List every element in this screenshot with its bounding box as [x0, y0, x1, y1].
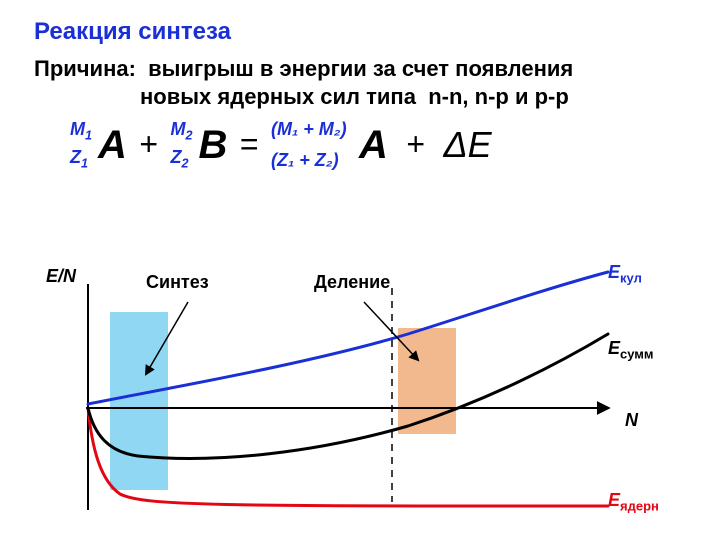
nuclide-a: M1 Z1 A: [70, 125, 127, 165]
reason-line-2: новых ядерных сил типа n-n, n-p и p-p: [34, 84, 686, 110]
label-sum: Eсумм: [608, 338, 654, 362]
plus-2: +: [392, 126, 433, 163]
label-fission: Деление: [314, 272, 390, 293]
reason-line-1: Причина: выигрыш в энергии за счет появл…: [34, 54, 686, 84]
force-types: n-n, n-p и p-p: [428, 84, 569, 109]
nuclide-c: (M₁ + M₂) (Z₁ + Z₂) A: [271, 125, 388, 165]
chart-svg: [48, 278, 668, 518]
energy-chart: E/N N Eкул Eсумм Eядерн Синтез Деление: [48, 278, 668, 518]
reason-label: Причина:: [34, 56, 136, 81]
plus-1: +: [131, 126, 166, 163]
nuclear-equation: M1 Z1 A + M2 Z2 B = (M₁ + M₂) (Z₁ + Z₂) …: [70, 124, 686, 202]
reason-text-2: новых ядерных сил типа: [140, 84, 416, 109]
label-synthesis: Синтез: [146, 272, 209, 293]
slide-title: Реакция синтеза: [34, 18, 686, 46]
slide-root: Реакция синтеза Причина: выигрыш в энерг…: [0, 0, 720, 540]
reason-text-1: выигрыш в энергии за счет появления: [148, 56, 573, 81]
label-nuclear: Eядерн: [608, 490, 659, 514]
equals: =: [232, 126, 267, 163]
y-axis-label: E/N: [46, 266, 76, 287]
nuclide-b: M2 Z2 B: [170, 125, 227, 165]
x-axis-label: N: [625, 410, 638, 431]
delta-e: ΔE: [437, 124, 491, 166]
label-coulomb: Eкул: [608, 262, 642, 286]
